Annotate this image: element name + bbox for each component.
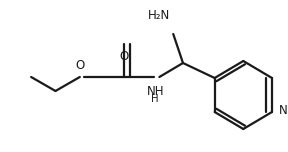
Text: H: H	[151, 95, 159, 104]
Text: O: O	[75, 59, 84, 73]
Text: H₂N: H₂N	[148, 9, 170, 22]
Text: N: N	[279, 104, 288, 117]
Text: NH: NH	[146, 85, 164, 98]
Text: O: O	[119, 50, 128, 63]
